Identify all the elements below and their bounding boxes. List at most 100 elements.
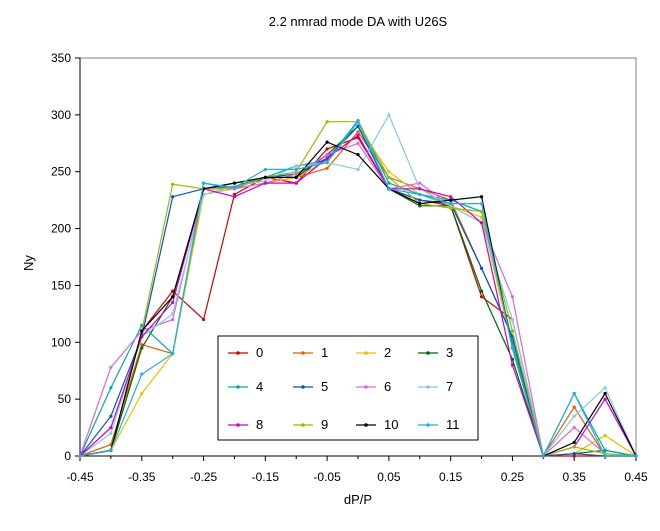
legend-label: 7 — [446, 379, 453, 394]
data-point — [572, 452, 576, 456]
x-tick-label: -0.15 — [252, 470, 280, 484]
legend-marker — [364, 423, 368, 427]
data-point — [294, 172, 298, 176]
data-point — [387, 175, 391, 179]
data-point — [325, 153, 329, 157]
legend-marker — [301, 385, 305, 389]
data-point — [201, 181, 206, 185]
data-point — [356, 141, 360, 145]
data-point — [449, 195, 453, 199]
data-point — [449, 201, 453, 206]
legend-item: 11 — [418, 417, 460, 432]
data-point — [263, 175, 267, 179]
data-point — [634, 454, 638, 458]
y-tick-label: 100 — [51, 335, 71, 349]
legend-label: 0 — [256, 345, 263, 360]
legend-label: 6 — [384, 379, 391, 394]
y-tick-label: 50 — [58, 392, 72, 406]
data-point — [171, 352, 175, 356]
data-point — [449, 206, 453, 210]
data-point — [449, 204, 453, 208]
legend-marker — [364, 385, 368, 389]
legend-label: 10 — [384, 417, 398, 432]
data-point — [294, 167, 298, 172]
data-point — [171, 289, 175, 293]
data-point — [140, 342, 144, 347]
data-point — [387, 170, 391, 174]
data-point — [263, 167, 267, 172]
data-point — [140, 391, 144, 396]
data-point — [479, 221, 484, 225]
legend-marker — [426, 351, 430, 355]
legend-label: 2 — [384, 345, 391, 360]
data-point — [356, 130, 360, 134]
legend-label: 8 — [256, 417, 263, 432]
legend-marker — [426, 423, 430, 427]
data-point — [171, 182, 175, 186]
data-point — [572, 405, 576, 409]
chart-title: 2.2 nmrad mode DA with U26S — [269, 14, 448, 29]
data-point — [572, 425, 576, 430]
legend-item: 7 — [418, 379, 453, 394]
data-point — [201, 317, 206, 322]
data-point — [356, 133, 360, 137]
x-tick-label: -0.35 — [128, 470, 156, 484]
data-point — [603, 454, 607, 458]
legend-marker — [236, 423, 240, 427]
x-tick-label: 0.15 — [439, 470, 463, 484]
x-tick-label: 0.25 — [501, 470, 525, 484]
data-point — [325, 161, 329, 165]
data-point — [232, 195, 237, 199]
data-point — [603, 391, 607, 396]
data-point — [356, 153, 360, 157]
legend-marker — [301, 351, 305, 355]
legend-item: 2 — [356, 345, 391, 360]
data-point — [418, 201, 422, 206]
data-point — [294, 170, 298, 174]
legend-marker — [236, 351, 240, 355]
data-point — [572, 454, 576, 458]
data-point — [263, 181, 267, 185]
data-point — [510, 317, 515, 322]
legend-marker — [301, 423, 305, 427]
data-point — [479, 201, 484, 206]
legend: 0 1 2 3 4 5 6 7 8 9 10 11 — [217, 335, 479, 441]
data-point — [603, 386, 607, 390]
data-point — [171, 195, 175, 199]
data-point — [479, 266, 484, 270]
data-point — [387, 113, 391, 117]
legend-item: 3 — [418, 345, 453, 360]
data-point — [140, 346, 144, 350]
data-point — [418, 192, 422, 197]
y-tick-label: 300 — [51, 108, 71, 122]
data-point — [603, 397, 607, 401]
y-tick-label: 350 — [51, 51, 71, 65]
legend-label: 5 — [321, 379, 328, 394]
legend-item: 0 — [228, 345, 263, 360]
data-point — [510, 346, 515, 350]
data-point — [294, 181, 298, 185]
y-axis-label: Ny — [21, 255, 36, 271]
x-tick-label: 0.45 — [624, 470, 648, 484]
legend-label: 4 — [256, 379, 263, 394]
data-point — [325, 166, 329, 170]
data-point — [109, 425, 113, 430]
data-point — [510, 295, 515, 299]
data-point — [572, 391, 576, 396]
data-point — [171, 317, 175, 322]
legend-item: 10 — [356, 417, 398, 432]
data-point — [572, 445, 576, 449]
data-point — [479, 195, 484, 199]
series-11 — [78, 120, 638, 458]
y-tick-label: 250 — [51, 165, 71, 179]
data-point — [572, 440, 576, 444]
data-point — [109, 386, 113, 390]
legend-marker — [236, 385, 240, 389]
data-point — [418, 198, 422, 202]
legend-marker — [364, 351, 368, 355]
data-point — [140, 372, 144, 376]
data-point — [603, 448, 607, 452]
data-point — [510, 329, 515, 333]
data-point — [603, 433, 607, 438]
